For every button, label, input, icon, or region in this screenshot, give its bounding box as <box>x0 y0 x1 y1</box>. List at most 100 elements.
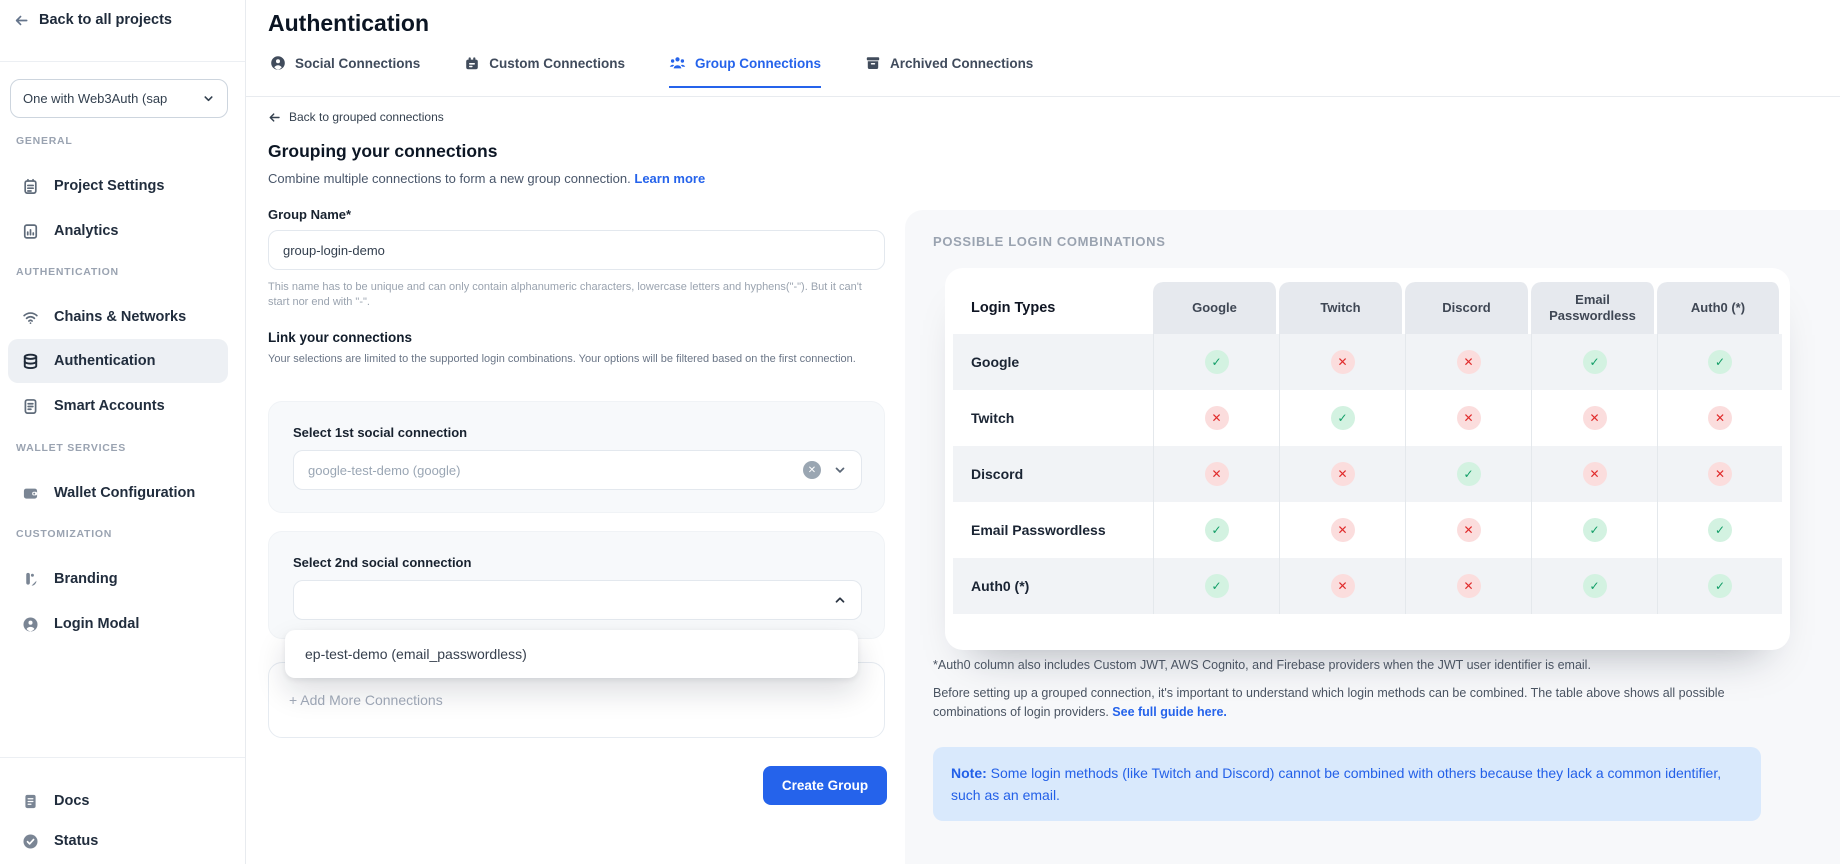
combo-cell: ✓ <box>1153 502 1279 558</box>
combo-cell: ✕ <box>1405 502 1531 558</box>
note-box: Note: Some login methods (like Twitch an… <box>933 747 1761 821</box>
grouping-subtitle-text: Combine multiple connections to form a n… <box>268 171 631 186</box>
sidebar-item-label: Wallet Configuration <box>54 485 196 501</box>
select-2nd-connection[interactable] <box>293 580 862 620</box>
group-connections-icon <box>669 55 686 71</box>
clear-selection-icon[interactable]: ✕ <box>803 461 821 479</box>
combo-cell: ✕ <box>1279 334 1405 390</box>
tab-social-connections[interactable]: Social Connections <box>270 55 420 88</box>
sidebar-item-authentication[interactable]: Authentication <box>8 339 228 383</box>
combo-row: Email Passwordless ✓ ✕ ✕ ✓ ✓ <box>953 502 1782 558</box>
combo-cell: ✓ <box>1531 502 1657 558</box>
sidebar-item-analytics[interactable]: Analytics <box>8 209 228 253</box>
combo-cell: ✕ <box>1153 446 1279 502</box>
docs-icon <box>25 794 36 808</box>
note-label: Note: <box>951 765 987 781</box>
page-title: Authentication <box>268 10 429 36</box>
select-1st-value: google-test-demo (google) <box>308 462 461 478</box>
second-connection-card: Select 2nd social connection <box>268 531 885 639</box>
user-circle-icon <box>23 616 38 632</box>
sidebar-item-label: Authentication <box>54 353 156 369</box>
possible-combinations-panel: POSSIBLE LOGIN COMBINATIONS Login Types G… <box>905 210 1840 864</box>
tab-label: Group Connections <box>695 55 822 71</box>
learn-more-link[interactable]: Learn more <box>634 171 706 186</box>
combo-cell: ✕ <box>1657 390 1782 446</box>
cross-icon: ✕ <box>1708 406 1732 430</box>
arrow-left-icon <box>269 112 280 122</box>
combo-row: Auth0 (*) ✓ ✕ ✕ ✓ ✓ <box>953 558 1782 614</box>
combo-row-label: Auth0 (*) <box>971 578 1030 594</box>
combo-row: Twitch ✕ ✓ ✕ ✕ ✕ <box>953 390 1782 446</box>
combo-column-header: Login Types <box>953 282 1153 334</box>
group-name-label: Group Name* <box>268 207 352 222</box>
combo-cell: ✓ <box>1153 558 1279 614</box>
sidebar-item-smart-accounts[interactable]: Smart Accounts <box>8 384 228 428</box>
back-to-projects-link[interactable]: Back to all projects <box>14 12 172 28</box>
sidebar-item-branding[interactable]: Branding <box>8 557 228 601</box>
sidebar-item-project-settings[interactable]: Project Settings <box>8 164 228 208</box>
combo-cell: ✓ <box>1531 334 1657 390</box>
combo-cell: ✓ <box>1153 334 1279 390</box>
auth0-footnote: *Auth0 column also includes Custom JWT, … <box>933 658 1591 672</box>
check-icon: ✓ <box>1708 574 1732 598</box>
select-2nd-label: Select 2nd social connection <box>293 555 472 570</box>
combo-column-header: Email Passwordless <box>1531 282 1657 334</box>
chevron-down-icon[interactable] <box>833 463 847 477</box>
create-group-button[interactable]: Create Group <box>763 766 887 805</box>
tab-archived-connections[interactable]: Archived Connections <box>865 55 1033 88</box>
combo-cell: ✓ <box>1279 390 1405 446</box>
project-selector[interactable]: One with Web3Auth (sap <box>10 79 228 118</box>
cross-icon: ✕ <box>1456 350 1481 374</box>
section-label-authentication: AUTHENTICATION <box>16 266 119 278</box>
chevron-down-icon <box>204 96 213 102</box>
brush-icon <box>26 572 37 586</box>
add-more-label: + Add More Connections <box>289 692 443 708</box>
chevron-up-icon[interactable] <box>833 593 847 607</box>
sidebar-item-label: Branding <box>54 571 118 587</box>
back-to-grouped-connections-link[interactable]: Back to grouped connections <box>268 110 444 124</box>
cross-icon: ✕ <box>1204 462 1229 486</box>
combo-table-head: Login Types Google Twitch Discord Email Pass… <box>953 282 1782 334</box>
combinations-heading: POSSIBLE LOGIN COMBINATIONS <box>933 234 1166 249</box>
file-icon <box>24 398 37 414</box>
sidebar-item-login-modal[interactable]: Login Modal <box>8 602 228 646</box>
cross-icon: ✕ <box>1456 406 1481 430</box>
select-1st-connection[interactable]: google-test-demo (google) ✕ <box>293 450 862 490</box>
combo-cell: ✓ <box>1405 446 1531 502</box>
custom-connections-icon <box>464 55 480 71</box>
dropdown-option-ep-test-demo[interactable]: ep-test-demo (email_passwordless) <box>305 646 527 662</box>
cross-icon: ✕ <box>1582 406 1607 430</box>
combo-row-label: Google <box>971 354 1020 370</box>
group-name-input[interactable] <box>268 230 885 270</box>
link-connections-heading: Link your connections <box>268 330 413 345</box>
sidebar-item-label: Chains & Networks <box>54 309 187 325</box>
sidebar-item-docs[interactable]: Docs <box>8 779 228 823</box>
check-icon: ✓ <box>1204 574 1229 598</box>
tab-label: Archived Connections <box>890 55 1034 71</box>
check-icon: ✓ <box>1456 462 1481 486</box>
cross-icon: ✕ <box>1582 462 1607 486</box>
tab-label: Social Connections <box>295 55 421 71</box>
select-1st-label: Select 1st social connection <box>293 425 468 440</box>
sidebar-item-status[interactable]: Status <box>8 819 228 863</box>
combo-cell: ✕ <box>1279 558 1405 614</box>
database-icon <box>23 353 38 369</box>
tab-custom-connections[interactable]: Custom Connections <box>464 55 625 88</box>
description-text: Before setting up a grouped connection, … <box>933 686 1725 719</box>
sidebar-item-wallet-configuration[interactable]: Wallet Configuration <box>8 471 228 515</box>
grouping-heading: Grouping your connections <box>268 141 498 161</box>
section-label-general: GENERAL <box>16 135 73 147</box>
combo-cell: ✓ <box>1531 558 1657 614</box>
sidebar-item-label: Analytics <box>54 223 119 239</box>
clipboard-icon <box>24 178 37 194</box>
full-guide-link[interactable]: See full guide here. <box>1112 705 1227 719</box>
combinations-table-card: Login Types Google Twitch Discord Email Pass… <box>945 268 1790 650</box>
tab-group-connections[interactable]: Group Connections <box>669 55 822 88</box>
project-selector-value: One with Web3Auth (sap <box>23 91 168 106</box>
combo-cell: ✕ <box>1153 390 1279 446</box>
archive-icon <box>865 55 881 71</box>
combo-cell: ✓ <box>1657 502 1782 558</box>
sidebar-item-chains-networks[interactable]: Chains & Networks <box>8 295 228 339</box>
link-connections-helper: Your selections are limited to the suppo… <box>268 353 856 365</box>
